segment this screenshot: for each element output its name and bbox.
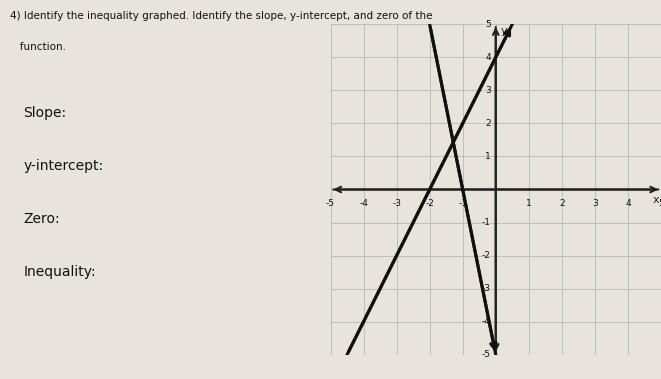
Text: -2: -2 — [482, 251, 490, 260]
Text: 1: 1 — [526, 199, 531, 208]
Text: 1: 1 — [485, 152, 490, 161]
Text: Inequality:: Inequality: — [23, 265, 96, 279]
Text: function.: function. — [10, 42, 66, 52]
Text: 5: 5 — [658, 199, 661, 208]
Text: 2: 2 — [559, 199, 564, 208]
Text: -3: -3 — [482, 284, 490, 293]
Text: Slope:: Slope: — [23, 106, 66, 120]
Text: -1: -1 — [458, 199, 467, 208]
Text: -3: -3 — [392, 199, 401, 208]
Text: -4: -4 — [359, 199, 368, 208]
Text: -5: -5 — [326, 199, 335, 208]
Text: 3: 3 — [485, 86, 490, 95]
Text: -2: -2 — [425, 199, 434, 208]
Text: 3: 3 — [592, 199, 598, 208]
Text: 4: 4 — [625, 199, 631, 208]
Text: 2: 2 — [485, 119, 490, 128]
Text: Zero:: Zero: — [23, 212, 59, 226]
Text: 4: 4 — [485, 53, 490, 62]
Text: -4: -4 — [482, 317, 490, 326]
Text: y: y — [501, 26, 508, 36]
Text: -5: -5 — [482, 350, 490, 359]
Text: 4) Identify the inequality graphed. Identify the slope, y-intercept, and zero of: 4) Identify the inequality graphed. Iden… — [10, 11, 432, 21]
Text: y-intercept:: y-intercept: — [23, 159, 103, 173]
Text: x: x — [652, 195, 660, 205]
Text: -1: -1 — [482, 218, 490, 227]
Text: 5: 5 — [485, 20, 490, 29]
